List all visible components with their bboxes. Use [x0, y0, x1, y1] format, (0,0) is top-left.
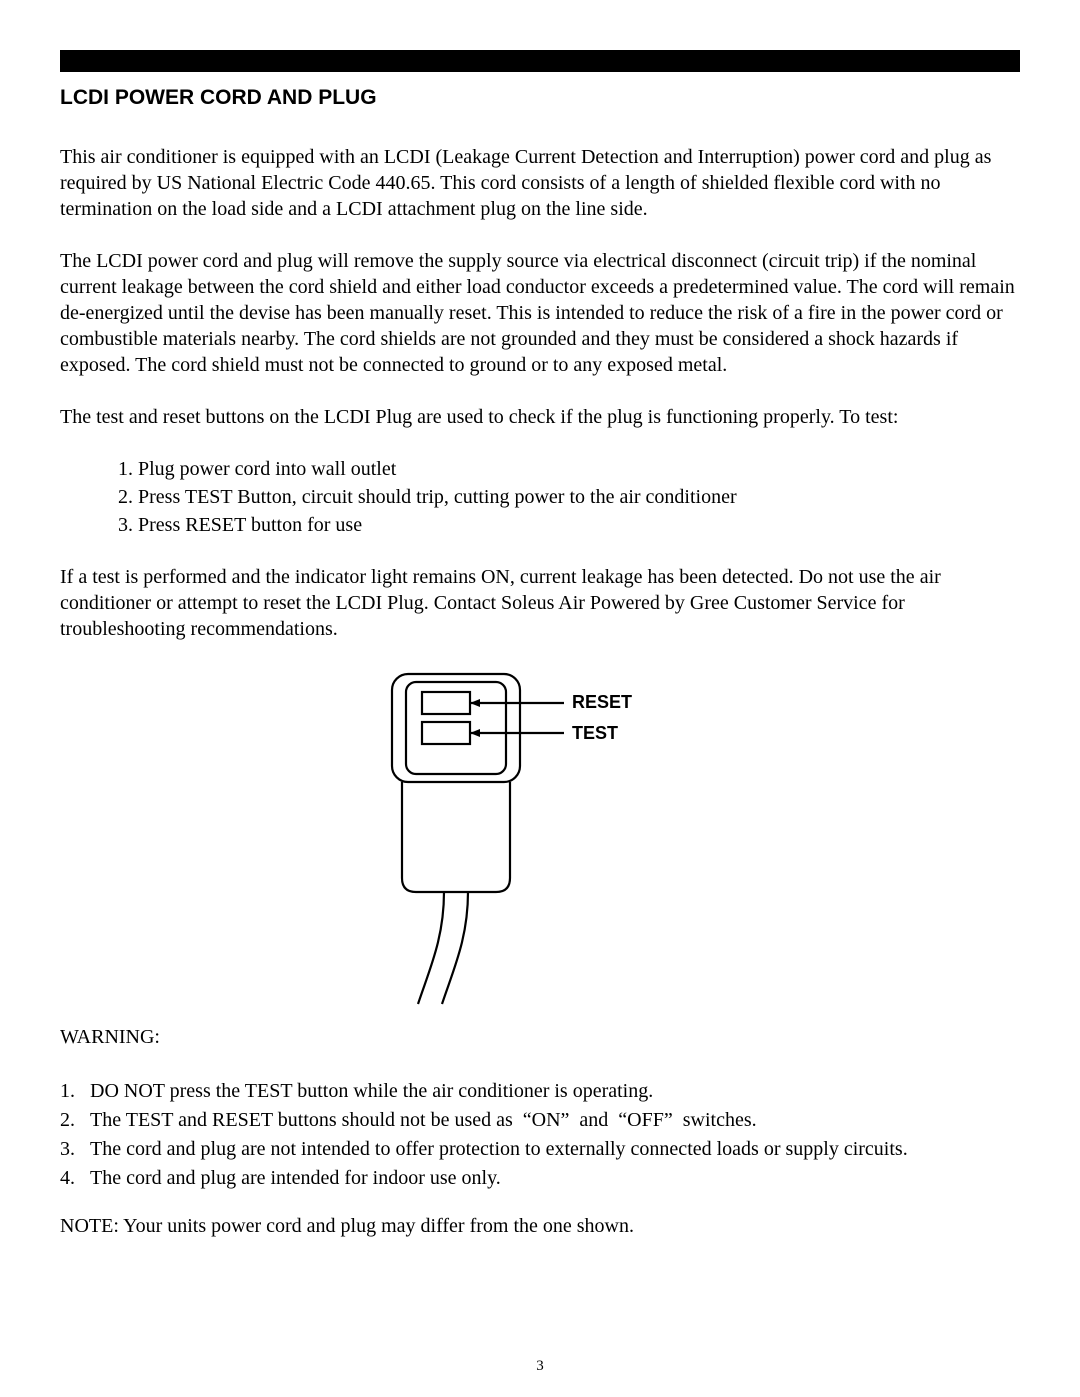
step-1: 1. Plug power cord into wall outlet — [118, 456, 1020, 482]
warning-1: 1. DO NOT press the TEST button while th… — [60, 1077, 1020, 1106]
note-text: NOTE: Your units power cord and plug may… — [60, 1215, 1020, 1238]
header-bar — [60, 50, 1020, 72]
warning-1-text: DO NOT press the TEST button while the a… — [90, 1077, 653, 1106]
warning-1-num: 1. — [60, 1077, 90, 1106]
test-label: TEST — [572, 723, 618, 744]
warning-2-text: The TEST and RESET buttons should not be… — [90, 1106, 757, 1135]
paragraph-intro: This air conditioner is equipped with an… — [60, 144, 1020, 222]
reset-label: RESET — [572, 692, 632, 713]
warning-2: 2. The TEST and RESET buttons should not… — [60, 1106, 1020, 1135]
section-title: LCDI POWER CORD AND PLUG — [60, 86, 1020, 110]
paragraph-fault: If a test is performed and the indicator… — [60, 564, 1020, 642]
warning-2-num: 2. — [60, 1106, 90, 1135]
warning-4-text: The cord and plug are intended for indoo… — [90, 1164, 501, 1193]
test-steps-list: 1. Plug power cord into wall outlet 2. P… — [118, 456, 1020, 538]
warning-4-num: 4. — [60, 1164, 90, 1193]
warning-3: 3. The cord and plug are not intended to… — [60, 1135, 1020, 1164]
paragraph-function: The LCDI power cord and plug will remove… — [60, 248, 1020, 378]
warning-header: WARNING: — [60, 1026, 1020, 1049]
step-2: 2. Press TEST Button, circuit should tri… — [118, 484, 1020, 510]
page-number: 3 — [0, 1358, 1080, 1375]
warning-4: 4. The cord and plug are intended for in… — [60, 1164, 1020, 1193]
plug-diagram: RESET TEST — [370, 668, 710, 1008]
plug-diagram-container: RESET TEST — [60, 668, 1020, 1008]
paragraph-test-intro: The test and reset buttons on the LCDI P… — [60, 404, 1020, 430]
warning-list: 1. DO NOT press the TEST button while th… — [60, 1077, 1020, 1193]
warning-3-text: The cord and plug are not intended to of… — [90, 1135, 908, 1164]
plug-svg — [370, 668, 710, 1008]
step-3: 3. Press RESET button for use — [118, 512, 1020, 538]
warning-3-num: 3. — [60, 1135, 90, 1164]
